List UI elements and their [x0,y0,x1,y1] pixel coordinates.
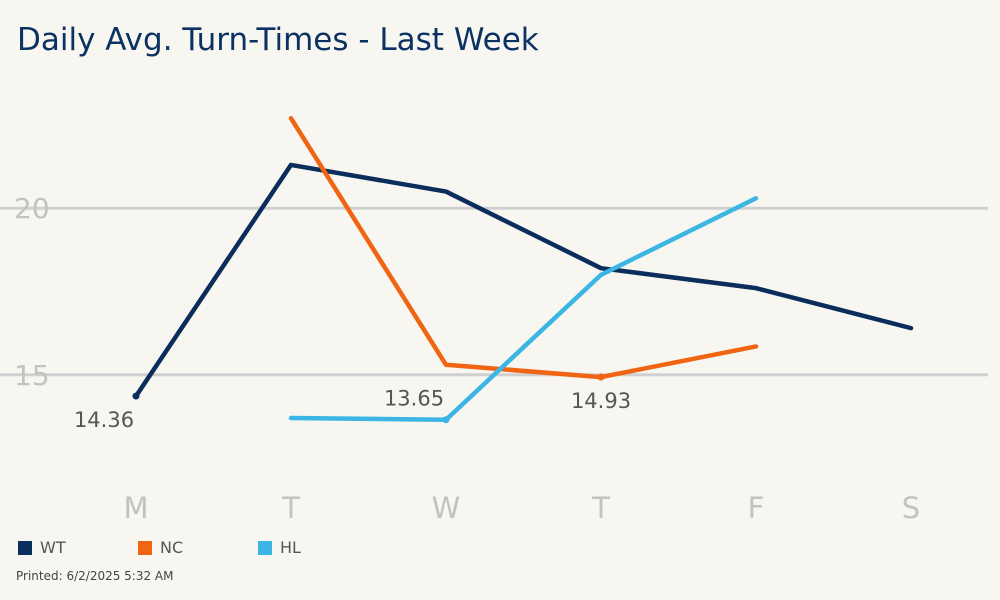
data-label: 13.65 [384,387,444,411]
printed-timestamp: Printed: 6/2/2025 5:32 AM [16,569,174,583]
axis-layer: 15 20 M T W T F S [14,192,920,525]
x-tick-label: F [748,491,765,525]
data-point-marker [442,416,450,424]
y-tick-label: 15 [14,359,50,392]
legend-label: WT [40,538,66,557]
legend-item-wt: WT [18,538,66,557]
x-tick-label: M [123,491,148,525]
x-tick-label: W [432,491,461,525]
series-layer [133,116,914,422]
data-label: 14.93 [571,389,631,413]
data-point-marker [132,392,140,400]
legend-item-hl: HL [258,538,301,557]
x-tick-label: T [281,491,300,525]
series-line-wt [133,162,914,399]
legend-label: NC [160,538,184,557]
x-tick-label: T [591,491,610,525]
data-label-layer: 14.36 13.65 14.93 [74,373,631,432]
legend-swatch [258,540,272,555]
data-label: 14.36 [74,408,134,432]
legend-label: HL [280,538,301,557]
chart-title: Daily Avg. Turn-Times - Last Week [17,22,539,58]
x-tick-label: S [902,491,920,525]
y-tick-label: 20 [14,192,50,225]
data-point-marker [597,373,605,381]
series-line-nc [288,116,759,380]
legend-swatch [18,540,32,555]
grid-layer [0,206,988,377]
series-line-hl [288,195,759,422]
legend-item-nc: NC [138,538,183,557]
legend-swatch [138,540,152,555]
legend: WT NC HL [18,538,618,560]
